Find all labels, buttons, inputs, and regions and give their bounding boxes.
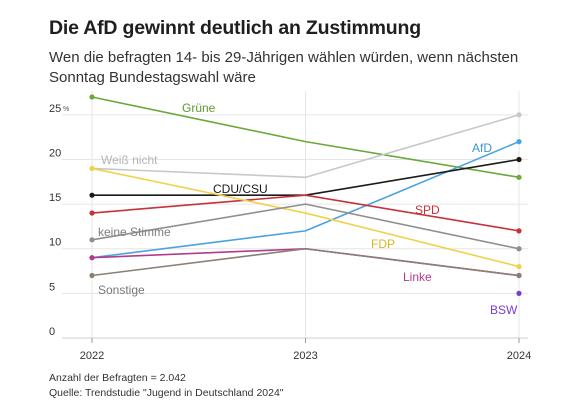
y-tick-label: 5 (49, 281, 55, 293)
data-point-spd (516, 228, 522, 234)
series-label-sonstige: Sonstige (98, 283, 145, 297)
y-unit-label: % (63, 106, 69, 113)
data-point-afd (516, 139, 522, 145)
y-tick-label: 20 (49, 147, 61, 159)
data-point-fdp (89, 165, 95, 172)
y-tick-label: 10 (49, 237, 61, 249)
x-tick-label: 2024 (507, 350, 531, 362)
series-label-bsw: BSW (490, 303, 518, 317)
series-label-wei-nicht: Weiß nicht (101, 153, 158, 167)
series-line-gr-ne (91, 96, 520, 179)
series-label-cdu-csu: CDU/CSU (213, 182, 268, 196)
data-point-cdu-csu (516, 156, 522, 163)
chart-title: Die AfD gewinnt deutlich an Zustimmung (49, 17, 421, 39)
series-line-sonstige (91, 247, 520, 277)
data-point-sonstige (89, 272, 95, 279)
series-label-fdp: FDP (371, 237, 395, 251)
data-point-cdu-csu (89, 192, 95, 198)
y-tick-label: 0 (49, 326, 55, 338)
data-point-linke (89, 255, 95, 261)
data-point-gr-ne (89, 94, 95, 100)
data-point-gr-ne (516, 174, 522, 180)
chart-notes: Anzahl der Befragten = 2.042 Quelle: Tre… (49, 371, 284, 400)
data-point-spd (89, 210, 95, 216)
data-point-fdp (516, 263, 522, 270)
series-label-spd: SPD (415, 203, 440, 217)
y-tick-label: 15 (49, 192, 61, 204)
series-line-keine-stimme (91, 203, 520, 250)
data-point-bsw (516, 290, 522, 296)
data-point-keine-stimme (89, 237, 95, 243)
series-line-spd (91, 194, 520, 232)
x-tick-label: 2023 (293, 350, 317, 362)
series-label-afd: AfD (472, 141, 492, 155)
series-line-fdp (91, 167, 520, 268)
series-label-gr-ne: Grüne (182, 101, 216, 115)
series-label-linke: Linke (403, 270, 432, 284)
chart-subtitle: Wen die befragten 14- bis 29-Jährigen wä… (49, 49, 519, 86)
series-line-wei-nicht (91, 114, 520, 179)
data-point-keine-stimme (516, 246, 522, 252)
y-tick-label: 25 (49, 103, 61, 115)
data-point-wei-nicht (516, 112, 522, 118)
source-note: Quelle: Trendstudie "Jugend in Deutschla… (49, 386, 284, 399)
data-point-sonstige (516, 272, 522, 279)
series-label-keine-stimme: keine Stimme (98, 225, 171, 239)
sample-size-note: Anzahl der Befragten = 2.042 (49, 372, 186, 384)
x-tick-label: 2022 (80, 350, 104, 362)
